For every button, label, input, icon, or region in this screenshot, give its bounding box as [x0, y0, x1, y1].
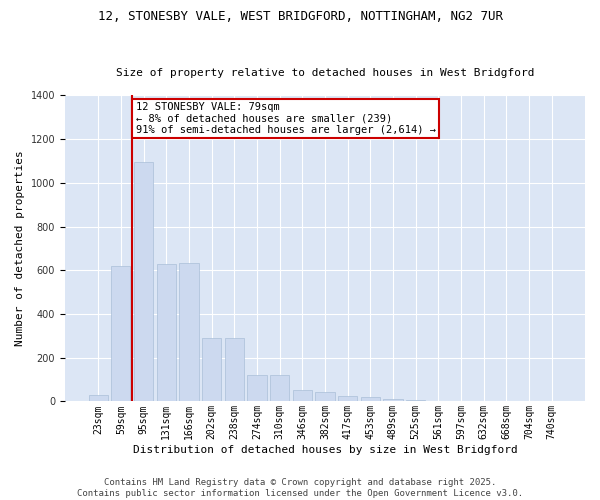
Bar: [316, 392, 335, 402]
Bar: [361, 397, 380, 402]
Text: 12 STONESBY VALE: 79sqm
← 8% of detached houses are smaller (239)
91% of semi-de: 12 STONESBY VALE: 79sqm ← 8% of detached…: [136, 102, 436, 135]
Bar: [111, 266, 130, 402]
Bar: [202, 338, 221, 402]
Bar: [406, 400, 425, 402]
Bar: [134, 162, 153, 402]
Title: Size of property relative to detached houses in West Bridgford: Size of property relative to detached ho…: [116, 68, 534, 78]
Text: 12, STONESBY VALE, WEST BRIDGFORD, NOTTINGHAM, NG2 7UR: 12, STONESBY VALE, WEST BRIDGFORD, NOTTI…: [97, 10, 503, 23]
Bar: [157, 264, 176, 402]
Bar: [247, 375, 266, 402]
X-axis label: Distribution of detached houses by size in West Bridgford: Distribution of detached houses by size …: [133, 445, 517, 455]
Bar: [270, 375, 289, 402]
Bar: [179, 262, 199, 402]
Y-axis label: Number of detached properties: Number of detached properties: [15, 150, 25, 346]
Bar: [338, 396, 357, 402]
Bar: [89, 395, 108, 402]
Text: Contains HM Land Registry data © Crown copyright and database right 2025.
Contai: Contains HM Land Registry data © Crown c…: [77, 478, 523, 498]
Bar: [383, 399, 403, 402]
Bar: [224, 338, 244, 402]
Bar: [428, 401, 448, 402]
Bar: [293, 390, 312, 402]
